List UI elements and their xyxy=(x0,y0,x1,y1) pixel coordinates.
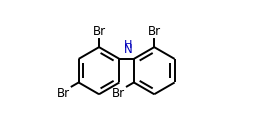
Text: Br: Br xyxy=(93,25,106,38)
Text: Br: Br xyxy=(148,25,161,38)
Text: Br: Br xyxy=(57,87,70,100)
Text: Br: Br xyxy=(112,87,126,100)
Text: H: H xyxy=(124,40,132,50)
Text: N: N xyxy=(124,43,132,56)
